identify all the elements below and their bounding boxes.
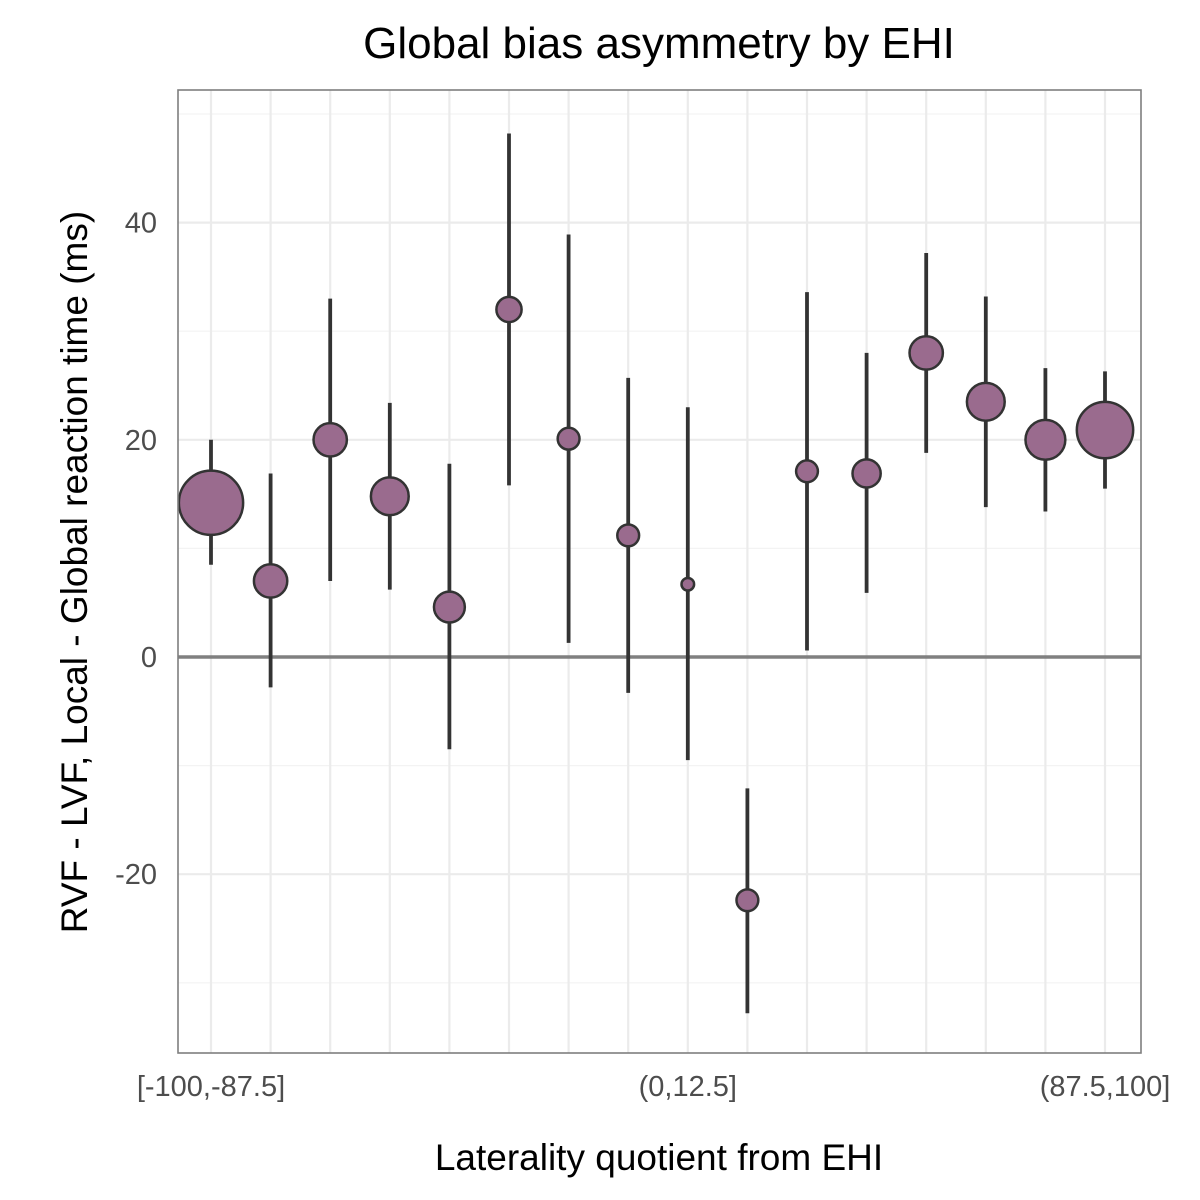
data-point (312, 421, 349, 458)
data-point (1075, 400, 1135, 460)
data-point (851, 458, 882, 489)
data-point (908, 335, 945, 371)
y-tick-label: 0 (141, 642, 157, 674)
y-tick-label: -20 (115, 859, 157, 891)
y-tick-label: 40 (125, 208, 157, 240)
x-tick-label: [-100,-87.5] (137, 1071, 285, 1103)
data-point (369, 476, 410, 517)
data-point (794, 459, 820, 484)
panel-border (177, 89, 1142, 1054)
data-point (680, 576, 696, 592)
y-tick-label: 20 (125, 425, 157, 457)
data-point (616, 523, 641, 548)
data-point (495, 295, 523, 324)
data-point (735, 888, 760, 913)
x-axis-title: Laterality quotient from EHI (435, 1137, 883, 1178)
data-point (556, 426, 581, 451)
x-tick-label: (87.5,100] (1040, 1071, 1171, 1103)
x-axis-ticks: [-100,-87.5] (0,12.5] (87.5,100] (137, 1071, 1170, 1103)
grid (178, 90, 1141, 1053)
data-points (177, 295, 1135, 913)
error-bars (209, 133, 1107, 1014)
data-point (965, 381, 1006, 422)
data-point (252, 563, 289, 599)
data-point (177, 469, 245, 537)
data-point (432, 590, 467, 624)
y-axis-title: RVF - LVF, Local - Global reaction time … (54, 211, 95, 933)
x-tick-label: (0,12.5] (639, 1071, 737, 1103)
chart-title: Global bias asymmetry by EHI (363, 19, 955, 68)
data-point (1024, 418, 1067, 461)
y-axis-ticks: -20 0 20 40 (115, 208, 157, 892)
